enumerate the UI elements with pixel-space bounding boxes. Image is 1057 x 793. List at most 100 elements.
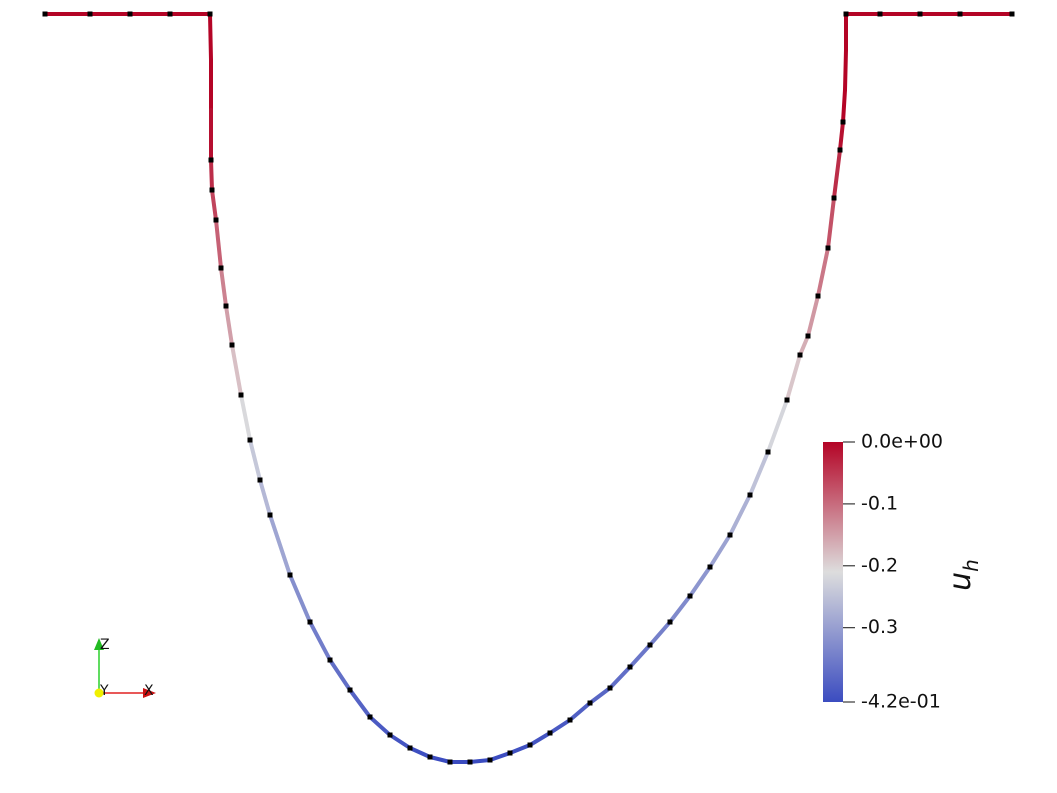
node: [347, 687, 353, 693]
curve-segment: [843, 48, 848, 92]
node: [208, 157, 214, 163]
node: [587, 700, 593, 706]
curve-segment: [608, 665, 632, 690]
node: [207, 11, 213, 17]
y-axis: [94, 688, 104, 698]
curve-segment: [832, 148, 842, 200]
z-label: Z: [100, 637, 110, 653]
curve-segment: [826, 196, 836, 250]
curve-segment: [688, 565, 712, 598]
color-legend-title: uh: [943, 559, 983, 591]
curve-segment: [668, 594, 692, 624]
x-arrow: [143, 688, 156, 698]
curve-segment: [468, 758, 492, 764]
curve-segment: [428, 755, 452, 764]
tick-label: -0.2: [861, 554, 898, 576]
node: [307, 619, 313, 625]
tick-label: -4.2e-01: [861, 691, 941, 713]
node: [527, 742, 533, 748]
node: [707, 564, 713, 570]
orientation-axes: Z Y X: [94, 637, 156, 699]
curve-segment: [388, 733, 412, 750]
curve-segment: [816, 246, 830, 298]
node: [167, 11, 173, 17]
curve-segment: [219, 266, 228, 308]
y-label: Y: [99, 683, 109, 699]
curve-segment: [214, 218, 223, 270]
curve-segment: [368, 715, 392, 737]
node: [257, 477, 263, 483]
node: [447, 759, 453, 765]
node: [667, 619, 673, 625]
node: [747, 492, 753, 498]
curve: [42, 11, 1015, 765]
node: [797, 352, 803, 358]
node: [387, 732, 393, 738]
node: [209, 187, 215, 193]
node: [784, 397, 790, 403]
node: [837, 147, 843, 153]
node: [727, 532, 733, 538]
curve-segment: [308, 620, 332, 662]
node: [267, 512, 273, 518]
node: [327, 657, 333, 663]
node: [843, 11, 849, 17]
curve-segment: [806, 294, 820, 338]
curve-segment: [268, 513, 292, 577]
node: [627, 664, 633, 670]
title-subscript: h: [959, 559, 983, 572]
node: [87, 11, 93, 17]
curve-segment: [568, 701, 592, 722]
curve-segment: [258, 478, 272, 517]
curve-segment: [548, 718, 572, 735]
curve-segment: [348, 688, 372, 719]
node: [547, 730, 553, 736]
node: [223, 303, 229, 309]
node: [127, 11, 133, 17]
curve-segment: [628, 643, 652, 669]
node: [238, 392, 244, 398]
curve-segment: [748, 450, 770, 497]
node: [825, 245, 831, 251]
x-label: X: [144, 683, 154, 699]
curve-segment: [708, 533, 732, 569]
curve-segment: [208, 12, 213, 62]
node: [247, 437, 253, 443]
node: [487, 757, 493, 763]
node: [840, 119, 846, 125]
node: [877, 11, 883, 17]
curve-segment: [408, 746, 432, 759]
title-symbol: u: [943, 572, 978, 591]
node: [815, 293, 821, 299]
curve-segment: [328, 658, 352, 692]
node: [957, 11, 963, 17]
tick-label: 0.0e+00: [861, 431, 943, 453]
curve-segment: [588, 686, 612, 705]
node: [831, 195, 837, 201]
curve-segment: [488, 751, 512, 762]
curve-segment: [248, 438, 262, 482]
curve-segment: [798, 334, 810, 357]
node: [427, 754, 433, 760]
curve-segment: [728, 493, 752, 537]
curve-segment: [838, 120, 845, 152]
curve-segment: [508, 743, 532, 755]
node: [765, 449, 771, 455]
node: [567, 717, 573, 723]
node: [607, 685, 613, 691]
tick-label: -0.1: [861, 492, 898, 514]
curve-segment: [224, 304, 234, 347]
node: [213, 217, 219, 223]
color-bar: [823, 442, 843, 702]
curve-segment: [841, 88, 847, 124]
node: [805, 333, 811, 339]
curve-segment: [209, 158, 214, 192]
node: [407, 745, 413, 751]
node: [647, 642, 653, 648]
node: [917, 11, 923, 17]
tick-label: -0.3: [861, 616, 898, 638]
node: [229, 342, 235, 348]
node: [42, 11, 48, 17]
color-legend: uh 0.0e+00 -0.1 -0.2 -0.3 -4.2e-01: [823, 431, 983, 713]
